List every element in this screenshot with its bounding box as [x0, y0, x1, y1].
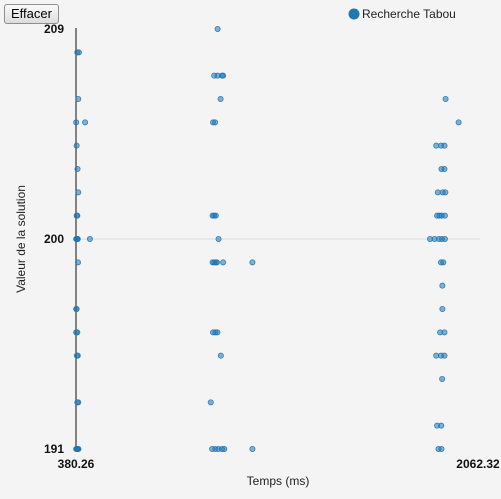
- data-point[interactable]: [217, 352, 224, 359]
- data-point[interactable]: [215, 235, 222, 242]
- data-point[interactable]: [82, 119, 89, 126]
- y-tick-label: 200: [44, 232, 64, 246]
- data-point[interactable]: [86, 235, 93, 242]
- data-point[interactable]: [75, 189, 82, 196]
- legend[interactable]: Recherche Tabou: [348, 7, 456, 21]
- data-point[interactable]: [441, 235, 448, 242]
- data-point[interactable]: [75, 445, 82, 452]
- data-point[interactable]: [442, 96, 449, 103]
- y-axis-label: Valeur de la solution: [14, 185, 28, 293]
- x-tick-label: 2062.32: [456, 457, 500, 471]
- data-point[interactable]: [75, 399, 82, 406]
- data-point[interactable]: [74, 212, 81, 219]
- x-tick-label: 380.26: [58, 457, 95, 471]
- data-point[interactable]: [73, 305, 80, 312]
- data-point[interactable]: [441, 165, 448, 172]
- data-point[interactable]: [74, 165, 81, 172]
- data-point[interactable]: [214, 25, 221, 32]
- data-point[interactable]: [221, 445, 228, 452]
- data-point[interactable]: [455, 119, 462, 126]
- data-point[interactable]: [220, 72, 227, 79]
- data-point[interactable]: [440, 259, 447, 266]
- data-point[interactable]: [214, 329, 221, 336]
- data-point[interactable]: [74, 329, 81, 336]
- data-point[interactable]: [212, 212, 219, 219]
- points-layer: [73, 25, 462, 452]
- data-point[interactable]: [213, 259, 220, 266]
- data-point[interactable]: [439, 282, 446, 289]
- data-point[interactable]: [249, 445, 256, 452]
- data-point[interactable]: [441, 212, 448, 219]
- data-point[interactable]: [75, 259, 82, 266]
- data-point[interactable]: [73, 142, 80, 149]
- legend-marker: [348, 8, 360, 20]
- data-point[interactable]: [212, 119, 219, 126]
- clear-button[interactable]: Effacer: [4, 4, 59, 24]
- data-point[interactable]: [74, 235, 81, 242]
- y-tick-label: 209: [44, 22, 64, 36]
- x-axis-label: Temps (ms): [247, 474, 310, 488]
- data-point[interactable]: [75, 96, 82, 103]
- data-point[interactable]: [438, 422, 445, 429]
- data-point[interactable]: [217, 96, 224, 103]
- data-point[interactable]: [441, 352, 448, 359]
- data-point[interactable]: [439, 305, 446, 312]
- data-point[interactable]: [438, 445, 445, 452]
- data-point[interactable]: [207, 399, 214, 406]
- data-point[interactable]: [439, 375, 446, 382]
- data-point[interactable]: [441, 329, 448, 336]
- data-point[interactable]: [74, 352, 81, 359]
- legend-label: Recherche Tabou: [362, 7, 456, 21]
- data-point[interactable]: [442, 189, 449, 196]
- data-point[interactable]: [441, 142, 448, 149]
- data-point[interactable]: [220, 259, 227, 266]
- data-point[interactable]: [73, 119, 80, 126]
- data-point[interactable]: [75, 49, 82, 56]
- y-tick-label: 191: [44, 442, 64, 456]
- data-point[interactable]: [249, 259, 256, 266]
